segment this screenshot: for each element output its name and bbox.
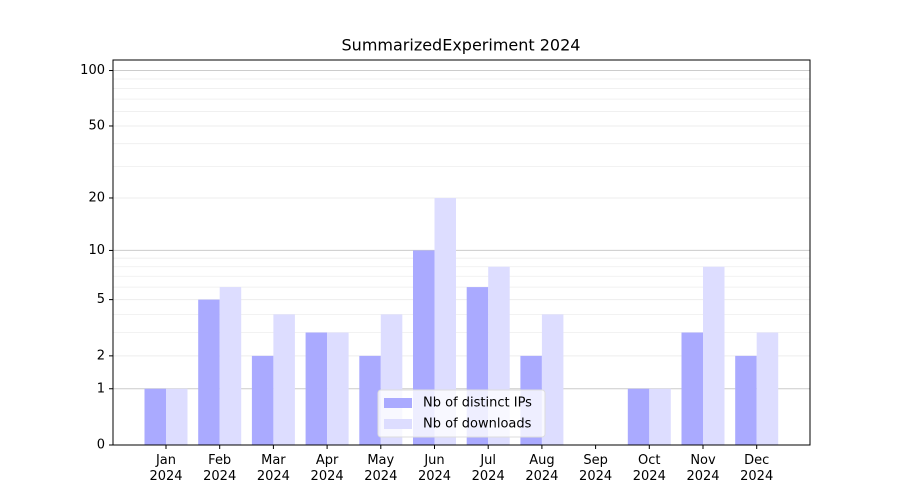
y-tick-label: 2 — [97, 348, 105, 363]
y-tick-label: 5 — [97, 292, 105, 307]
y-tick-label: 1 — [97, 381, 105, 396]
bar — [327, 332, 349, 445]
x-tick-label: Oct 2024 — [632, 453, 666, 484]
bar — [359, 355, 381, 445]
bar — [434, 197, 456, 445]
bar — [541, 314, 564, 445]
bar — [273, 314, 295, 445]
bar — [198, 299, 220, 445]
y-tick-label: 100 — [80, 63, 105, 78]
legend-box — [377, 389, 546, 438]
x-tick-label: Apr 2024 — [310, 453, 344, 484]
bar — [756, 332, 779, 445]
plot-frame — [112, 59, 811, 446]
bar — [649, 388, 671, 445]
x-tick-label: May 2024 — [364, 453, 398, 484]
legend-label: Nb of distinct IPs — [423, 396, 532, 411]
y-tick-label: 50 — [88, 118, 105, 133]
bar — [219, 287, 242, 445]
legend-swatch — [384, 398, 412, 408]
x-tick-label: Aug 2024 — [525, 453, 559, 484]
x-tick-label: Jan 2024 — [149, 453, 183, 484]
y-tick-label: 10 — [88, 243, 105, 258]
bar — [681, 332, 703, 445]
y-tick-label: 0 — [97, 438, 105, 453]
bar — [166, 388, 188, 445]
legend-swatch — [384, 419, 412, 429]
x-tick-label: Jul 2024 — [471, 453, 505, 484]
bar — [735, 355, 757, 445]
x-tick-label: Nov 2024 — [686, 453, 720, 484]
bar — [144, 388, 166, 445]
x-tick-label: Feb 2024 — [203, 453, 237, 484]
y-tick-label: 20 — [88, 190, 105, 205]
x-tick-label: Jun 2024 — [417, 453, 452, 484]
x-tick-label: Sep 2024 — [579, 453, 613, 484]
chart-title: SummarizedExperiment 2024 — [342, 36, 581, 55]
x-tick-label: Dec 2024 — [740, 453, 774, 484]
x-tick-label: Mar 2024 — [256, 453, 290, 484]
legend-label: Nb of downloads — [423, 417, 532, 432]
bar — [703, 266, 725, 445]
bar — [305, 332, 328, 445]
bar — [251, 355, 274, 445]
bar — [627, 388, 650, 445]
